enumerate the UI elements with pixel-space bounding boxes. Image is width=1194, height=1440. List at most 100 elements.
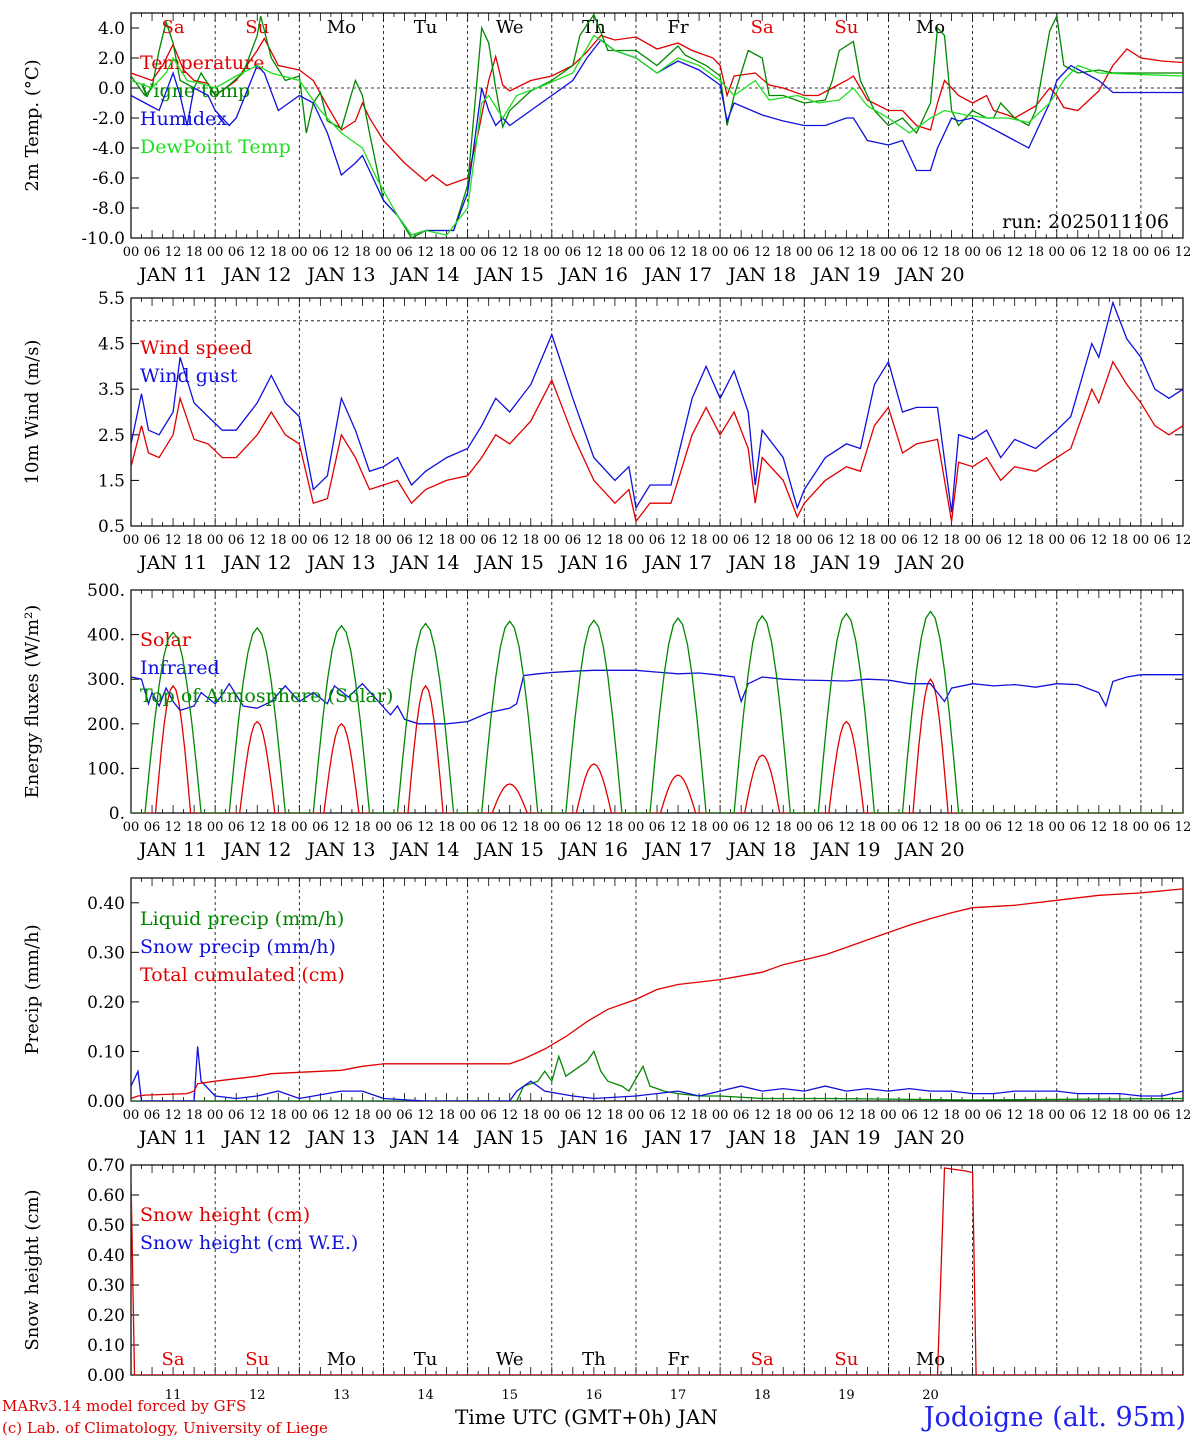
hour-tick-label: 00 bbox=[964, 1108, 981, 1123]
day-label: JAN 12 bbox=[221, 264, 291, 286]
hour-tick-label: 18 bbox=[270, 1108, 287, 1123]
day-label: JAN 18 bbox=[726, 1127, 796, 1149]
series-line bbox=[131, 610, 1183, 813]
hour-tick-label: 06 bbox=[565, 245, 582, 260]
hour-tick-label: 00 bbox=[796, 533, 813, 548]
hour-tick-label: 00 bbox=[796, 820, 813, 835]
weekday-label: Mo bbox=[327, 1349, 356, 1370]
hour-tick-label: 06 bbox=[901, 245, 918, 260]
hour-tick-label: 12 bbox=[586, 820, 603, 835]
hour-tick-label: 18 bbox=[438, 1108, 455, 1123]
weekday-label: Fr bbox=[667, 1349, 688, 1370]
hour-tick-label: 18 bbox=[1027, 820, 1044, 835]
hour-tick-label: 00 bbox=[123, 1108, 140, 1123]
hour-tick-label: 18 bbox=[859, 820, 876, 835]
hour-tick-label: 12 bbox=[754, 533, 771, 548]
hour-tick-label: 18 bbox=[775, 820, 792, 835]
hour-tick-label: 18 bbox=[859, 1108, 876, 1123]
y-tick-label: 0.00 bbox=[87, 1092, 125, 1112]
hour-tick-label: 06 bbox=[396, 820, 413, 835]
hour-tick-label: 06 bbox=[649, 245, 666, 260]
hour-tick-label: 12 bbox=[1175, 533, 1192, 548]
hour-tick-label: 06 bbox=[144, 245, 161, 260]
hour-tick-label: 12 bbox=[1091, 820, 1108, 835]
lab-credit: (c) Lab. of Climatology, University of L… bbox=[2, 1419, 328, 1437]
hour-tick-label: 12 bbox=[1006, 820, 1023, 835]
hour-tick-label: 12 bbox=[417, 533, 434, 548]
legend-entry: Humidex bbox=[140, 108, 227, 130]
hour-tick-label: 06 bbox=[396, 245, 413, 260]
hour-tick-label: 12 bbox=[1175, 820, 1192, 835]
legend-entry: Infrared bbox=[140, 657, 220, 679]
hour-tick-label: 12 bbox=[754, 1108, 771, 1123]
hour-tick-label: 12 bbox=[417, 1108, 434, 1123]
hour-tick-label: 00 bbox=[291, 820, 308, 835]
hour-tick-label: 12 bbox=[501, 820, 518, 835]
hour-tick-label: 06 bbox=[565, 533, 582, 548]
hour-tick-label: 00 bbox=[207, 1108, 224, 1123]
hour-tick-label: 06 bbox=[144, 820, 161, 835]
day-label: JAN 13 bbox=[305, 264, 375, 286]
hour-tick-label: 12 bbox=[165, 820, 182, 835]
hour-tick-label: 00 bbox=[1048, 533, 1065, 548]
weekday-label: Mo bbox=[327, 17, 356, 38]
hour-tick-label: 12 bbox=[922, 820, 939, 835]
day-number-label: 19 bbox=[838, 1388, 855, 1403]
series-line bbox=[131, 39, 1183, 236]
hour-tick-label: 06 bbox=[1154, 245, 1171, 260]
hour-tick-label: 06 bbox=[1154, 533, 1171, 548]
day-label: JAN 18 bbox=[726, 839, 796, 861]
hour-tick-label: 00 bbox=[544, 1108, 561, 1123]
series-line bbox=[131, 34, 1183, 187]
y-tick-label: 0.50 bbox=[87, 1216, 125, 1236]
series-line bbox=[131, 1046, 1183, 1101]
hour-tick-label: 18 bbox=[186, 1108, 203, 1123]
weekday-label: We bbox=[496, 1349, 524, 1370]
hour-tick-label: 06 bbox=[228, 245, 245, 260]
hour-tick-label: 06 bbox=[733, 1108, 750, 1123]
hour-tick-label: 18 bbox=[943, 820, 960, 835]
day-label: JAN 20 bbox=[894, 264, 964, 286]
hour-tick-label: 06 bbox=[312, 820, 329, 835]
weekday-label: Su bbox=[834, 17, 858, 38]
y-tick-label: 5.5 bbox=[98, 289, 125, 309]
weekday-label: Sa bbox=[162, 17, 185, 38]
legend-entry: Liquid precip (mm/h) bbox=[140, 908, 344, 930]
hour-tick-label: 18 bbox=[354, 1108, 371, 1123]
panel-3: 0. 100. 200. 300. 400. 500. Energy fluxes (W/m… bbox=[22, 581, 1191, 861]
hour-tick-label: 18 bbox=[775, 245, 792, 260]
hour-tick-label: 00 bbox=[544, 533, 561, 548]
day-number-label: 15 bbox=[501, 1388, 518, 1403]
hour-tick-label: 12 bbox=[838, 1108, 855, 1123]
hour-tick-label: 12 bbox=[501, 533, 518, 548]
day-label: JAN 13 bbox=[305, 839, 375, 861]
hour-tick-label: 12 bbox=[501, 1108, 518, 1123]
day-number-label: 12 bbox=[249, 1388, 266, 1403]
day-label: JAN 18 bbox=[726, 264, 796, 286]
y-axis-label: Energy fluxes (W/m²) bbox=[22, 605, 43, 799]
day-label: JAN 17 bbox=[642, 1127, 712, 1149]
hour-tick-label: 06 bbox=[649, 533, 666, 548]
hour-tick-label: 06 bbox=[985, 1108, 1002, 1123]
hour-tick-label: 00 bbox=[207, 820, 224, 835]
day-label: JAN 12 bbox=[221, 1127, 291, 1149]
hour-tick-label: 12 bbox=[838, 820, 855, 835]
y-tick-label: 0.40 bbox=[87, 1246, 125, 1266]
weekday-label: Mo bbox=[916, 17, 945, 38]
hour-tick-label: 18 bbox=[859, 533, 876, 548]
day-number-label: 13 bbox=[333, 1388, 350, 1403]
plot-frame bbox=[130, 12, 1184, 239]
day-label: JAN 11 bbox=[137, 264, 207, 286]
hour-tick-label: 06 bbox=[1070, 245, 1087, 260]
day-label: JAN 11 bbox=[137, 1127, 207, 1149]
hour-tick-label: 00 bbox=[459, 533, 476, 548]
y-tick-label: 0.20 bbox=[87, 1306, 125, 1326]
y-tick-label: 2.5 bbox=[98, 426, 125, 446]
hour-tick-label: 18 bbox=[607, 533, 624, 548]
y-tick-label: 200. bbox=[87, 715, 125, 735]
hour-tick-label: 12 bbox=[1091, 1108, 1108, 1123]
series-line bbox=[131, 360, 1183, 523]
hour-tick-label: 00 bbox=[964, 245, 981, 260]
y-tick-label: -8.0 bbox=[92, 199, 125, 219]
hour-tick-label: 06 bbox=[901, 820, 918, 835]
